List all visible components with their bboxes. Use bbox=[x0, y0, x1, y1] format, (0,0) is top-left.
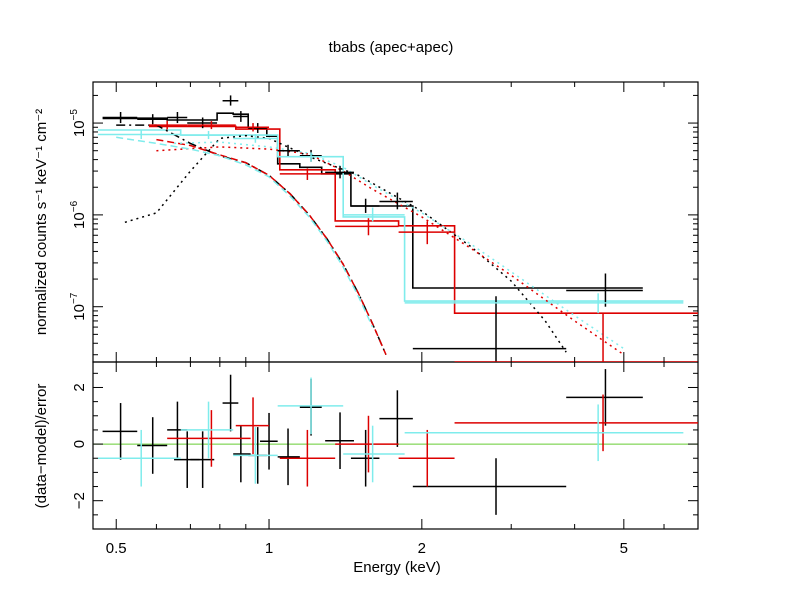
black-data-point-10 bbox=[350, 198, 380, 213]
cyan-data-point-5 bbox=[404, 293, 684, 314]
red-data-point-4 bbox=[335, 218, 399, 236]
cyan-resid-point-3 bbox=[277, 377, 344, 435]
black-resid-point-6 bbox=[233, 425, 251, 483]
cyan-hard-apec bbox=[174, 141, 625, 350]
black-data-point-6 bbox=[248, 123, 267, 133]
black-resid-point-13 bbox=[379, 390, 413, 447]
red-resid-point-4 bbox=[398, 429, 455, 487]
cyan-soft-apec bbox=[116, 136, 374, 328]
cyan-data-point-0 bbox=[97, 130, 181, 140]
axes-ticks: 0.5 1 2 5 10−5 10−6 10−7 2 0 −2 bbox=[69, 82, 699, 557]
red-data-point-6 bbox=[454, 313, 698, 362]
black-resid-point-15 bbox=[566, 369, 643, 426]
bottom-panel-plot-area bbox=[93, 369, 698, 515]
black-resid-point-8 bbox=[260, 412, 278, 470]
black-hard-apec bbox=[124, 134, 567, 353]
bottom-panel-ylabel: (data−model)/error bbox=[33, 384, 50, 509]
x-tick-label: 5 bbox=[620, 540, 628, 557]
x-axis-label: Energy (keV) bbox=[353, 559, 441, 576]
cyan-resid-point-0 bbox=[97, 429, 181, 487]
chart-title: tbabs (apec+apec) bbox=[329, 39, 454, 56]
black-resid-point-9 bbox=[277, 428, 300, 486]
black-resid-point-0 bbox=[102, 403, 138, 460]
red-data-point-2 bbox=[235, 123, 270, 132]
red-resid-point-2 bbox=[279, 429, 336, 487]
x-tick-label: 0.5 bbox=[106, 540, 127, 557]
black-data-point-13 bbox=[566, 273, 643, 307]
cyan-data-point-1 bbox=[180, 130, 234, 140]
black-data-point-0 bbox=[102, 111, 138, 124]
black-resid-point-11 bbox=[325, 412, 354, 469]
black-resid-point-1 bbox=[137, 417, 168, 474]
black-resid-point-5 bbox=[222, 374, 239, 432]
red-resid-point-5 bbox=[454, 394, 698, 452]
x-tick-label: 1 bbox=[265, 540, 273, 557]
red-hard-apec bbox=[156, 146, 625, 356]
black-data-point-12 bbox=[412, 296, 567, 362]
cyan-resid-point-2 bbox=[233, 427, 278, 484]
cyan-resid-point-5 bbox=[404, 404, 684, 462]
top-panel-ylabel: normalized counts s⁻¹ keV⁻¹ cm⁻² bbox=[33, 109, 50, 335]
red-resid-point-1 bbox=[235, 397, 270, 454]
red-resid-point-3 bbox=[335, 415, 399, 473]
y-tick-label-top: 10−7 bbox=[69, 292, 88, 321]
black-resid-point-14 bbox=[412, 458, 567, 515]
bottom-panel-frame bbox=[92, 361, 699, 530]
y-tick-label-bottom: 2 bbox=[71, 383, 88, 391]
black-data-point-9 bbox=[325, 166, 354, 179]
red-data-point-3 bbox=[279, 168, 336, 180]
cyan-data-point-3 bbox=[277, 152, 344, 162]
black-data-point-5 bbox=[233, 111, 249, 122]
y-tick-label-top: 10−5 bbox=[69, 109, 88, 138]
black-resid-point-4 bbox=[190, 431, 215, 488]
black-data-point-1 bbox=[137, 114, 168, 125]
black-data-point-2 bbox=[167, 111, 188, 124]
cyan-resid-point-4 bbox=[343, 425, 405, 483]
black-data-point-7 bbox=[277, 144, 300, 157]
red-data-point-0 bbox=[148, 120, 188, 130]
black-data-point-4 bbox=[222, 95, 239, 106]
x-tick-label: 2 bbox=[418, 540, 426, 557]
black-resid-point-12 bbox=[350, 429, 380, 487]
y-tick-label-top: 10−6 bbox=[69, 200, 88, 229]
top-panel-frame bbox=[92, 81, 699, 363]
red-model bbox=[148, 125, 698, 314]
black-data-point-11 bbox=[379, 192, 413, 210]
top-panel-plot-area bbox=[97, 95, 698, 362]
red-data-point-1 bbox=[187, 121, 236, 130]
red-data-point-5 bbox=[398, 221, 455, 245]
y-tick-label-bottom: −2 bbox=[71, 492, 88, 509]
black-soft-apec bbox=[116, 124, 387, 355]
y-tick-label-bottom: 0 bbox=[71, 440, 88, 448]
cyan-resid-point-1 bbox=[180, 401, 234, 459]
cyan-data-point-4 bbox=[343, 207, 405, 222]
red-soft-apec bbox=[156, 138, 387, 355]
cyan-data-point-2 bbox=[233, 134, 278, 143]
